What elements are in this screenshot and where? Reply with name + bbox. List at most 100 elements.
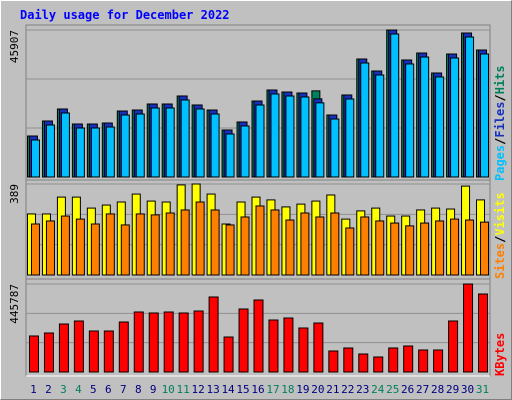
bar [178, 312, 189, 373]
legend: KBytes [493, 333, 507, 376]
legend-separator: / [493, 138, 507, 145]
x-tick-label: 24 [371, 383, 385, 396]
bar [270, 93, 280, 178]
x-tick-label: 21 [326, 383, 339, 396]
bar [163, 311, 174, 373]
legend-separator: / [493, 94, 507, 101]
bar [195, 108, 205, 178]
bar [255, 205, 265, 276]
bar [118, 321, 129, 373]
x-tick-label: 4 [75, 383, 82, 396]
bar [418, 349, 429, 373]
bar [210, 113, 220, 178]
bar [268, 319, 279, 373]
x-tick-label: 12 [192, 383, 205, 396]
x-tick-label: 29 [446, 383, 459, 396]
bar [463, 283, 474, 373]
x-tick-label: 17 [266, 383, 279, 396]
bar [133, 311, 144, 373]
bar [390, 222, 400, 276]
bar [45, 220, 55, 276]
legend-separator: / [493, 236, 507, 243]
bar [360, 62, 370, 178]
bar [300, 212, 310, 276]
bar [103, 330, 114, 373]
bar [120, 224, 130, 276]
legend-entry: KBytes [493, 333, 507, 376]
bar [375, 74, 385, 178]
legend: Pages/Files/Hits [493, 65, 507, 181]
x-tick-label: 13 [206, 383, 219, 396]
bar [480, 221, 490, 276]
bar [73, 320, 84, 373]
bar [403, 345, 414, 373]
legend: Sites/Visits [493, 192, 507, 279]
bar [75, 127, 85, 178]
bar [90, 223, 100, 276]
bar [180, 99, 190, 178]
bar [465, 36, 475, 178]
bar [433, 349, 444, 373]
bar [30, 139, 40, 178]
x-tick-label: 9 [150, 383, 157, 396]
bar [283, 317, 294, 373]
bar [223, 336, 234, 373]
bar [88, 330, 99, 373]
bar [240, 125, 250, 178]
bar [465, 219, 475, 276]
bar [240, 216, 250, 276]
bar [30, 223, 40, 276]
x-tick-label: 7 [120, 383, 127, 396]
bar [225, 224, 235, 276]
x-tick-label: 23 [356, 383, 369, 396]
x-tick-label: 2 [45, 383, 52, 396]
x-tick-label: 26 [401, 383, 414, 396]
bar [253, 299, 264, 373]
bar [360, 216, 370, 276]
x-tick-label: 30 [461, 383, 474, 396]
bar [238, 308, 249, 373]
bar [390, 33, 400, 178]
bar [180, 209, 190, 276]
legend-entry: Sites [493, 243, 507, 279]
bar [255, 104, 265, 178]
x-tick-label: 19 [296, 383, 309, 396]
bar [375, 220, 385, 276]
bar [120, 114, 130, 178]
x-tick-label: 31 [476, 383, 489, 396]
bar [330, 212, 340, 276]
bar [150, 214, 160, 276]
bar [373, 356, 384, 373]
x-tick-label: 10 [162, 383, 175, 396]
x-tick-label: 14 [221, 383, 235, 396]
bar [285, 219, 295, 276]
bar [193, 310, 204, 373]
bar [208, 296, 219, 373]
x-tick-label: 16 [251, 383, 264, 396]
x-tick-label: 11 [177, 383, 190, 396]
y-tick-label: 389 [8, 184, 21, 204]
bar [300, 96, 310, 178]
bar [75, 218, 85, 276]
bar [315, 216, 325, 276]
bar [270, 209, 280, 276]
bar [148, 312, 159, 373]
bar [165, 107, 175, 178]
bar [225, 133, 235, 178]
x-tick-label: 6 [105, 383, 112, 396]
x-tick-label: 20 [311, 383, 324, 396]
bar [60, 112, 70, 178]
bar [435, 220, 445, 276]
bar [405, 63, 415, 178]
legend-entry: Hits [493, 65, 507, 94]
bar [90, 127, 100, 178]
bar [135, 213, 145, 276]
x-tick-label: 8 [135, 383, 142, 396]
bar [298, 327, 309, 373]
bar [388, 347, 399, 373]
bar [313, 322, 324, 373]
chart-title: Daily usage for December 2022 [20, 8, 230, 22]
bar [328, 350, 339, 373]
bar [435, 76, 445, 178]
